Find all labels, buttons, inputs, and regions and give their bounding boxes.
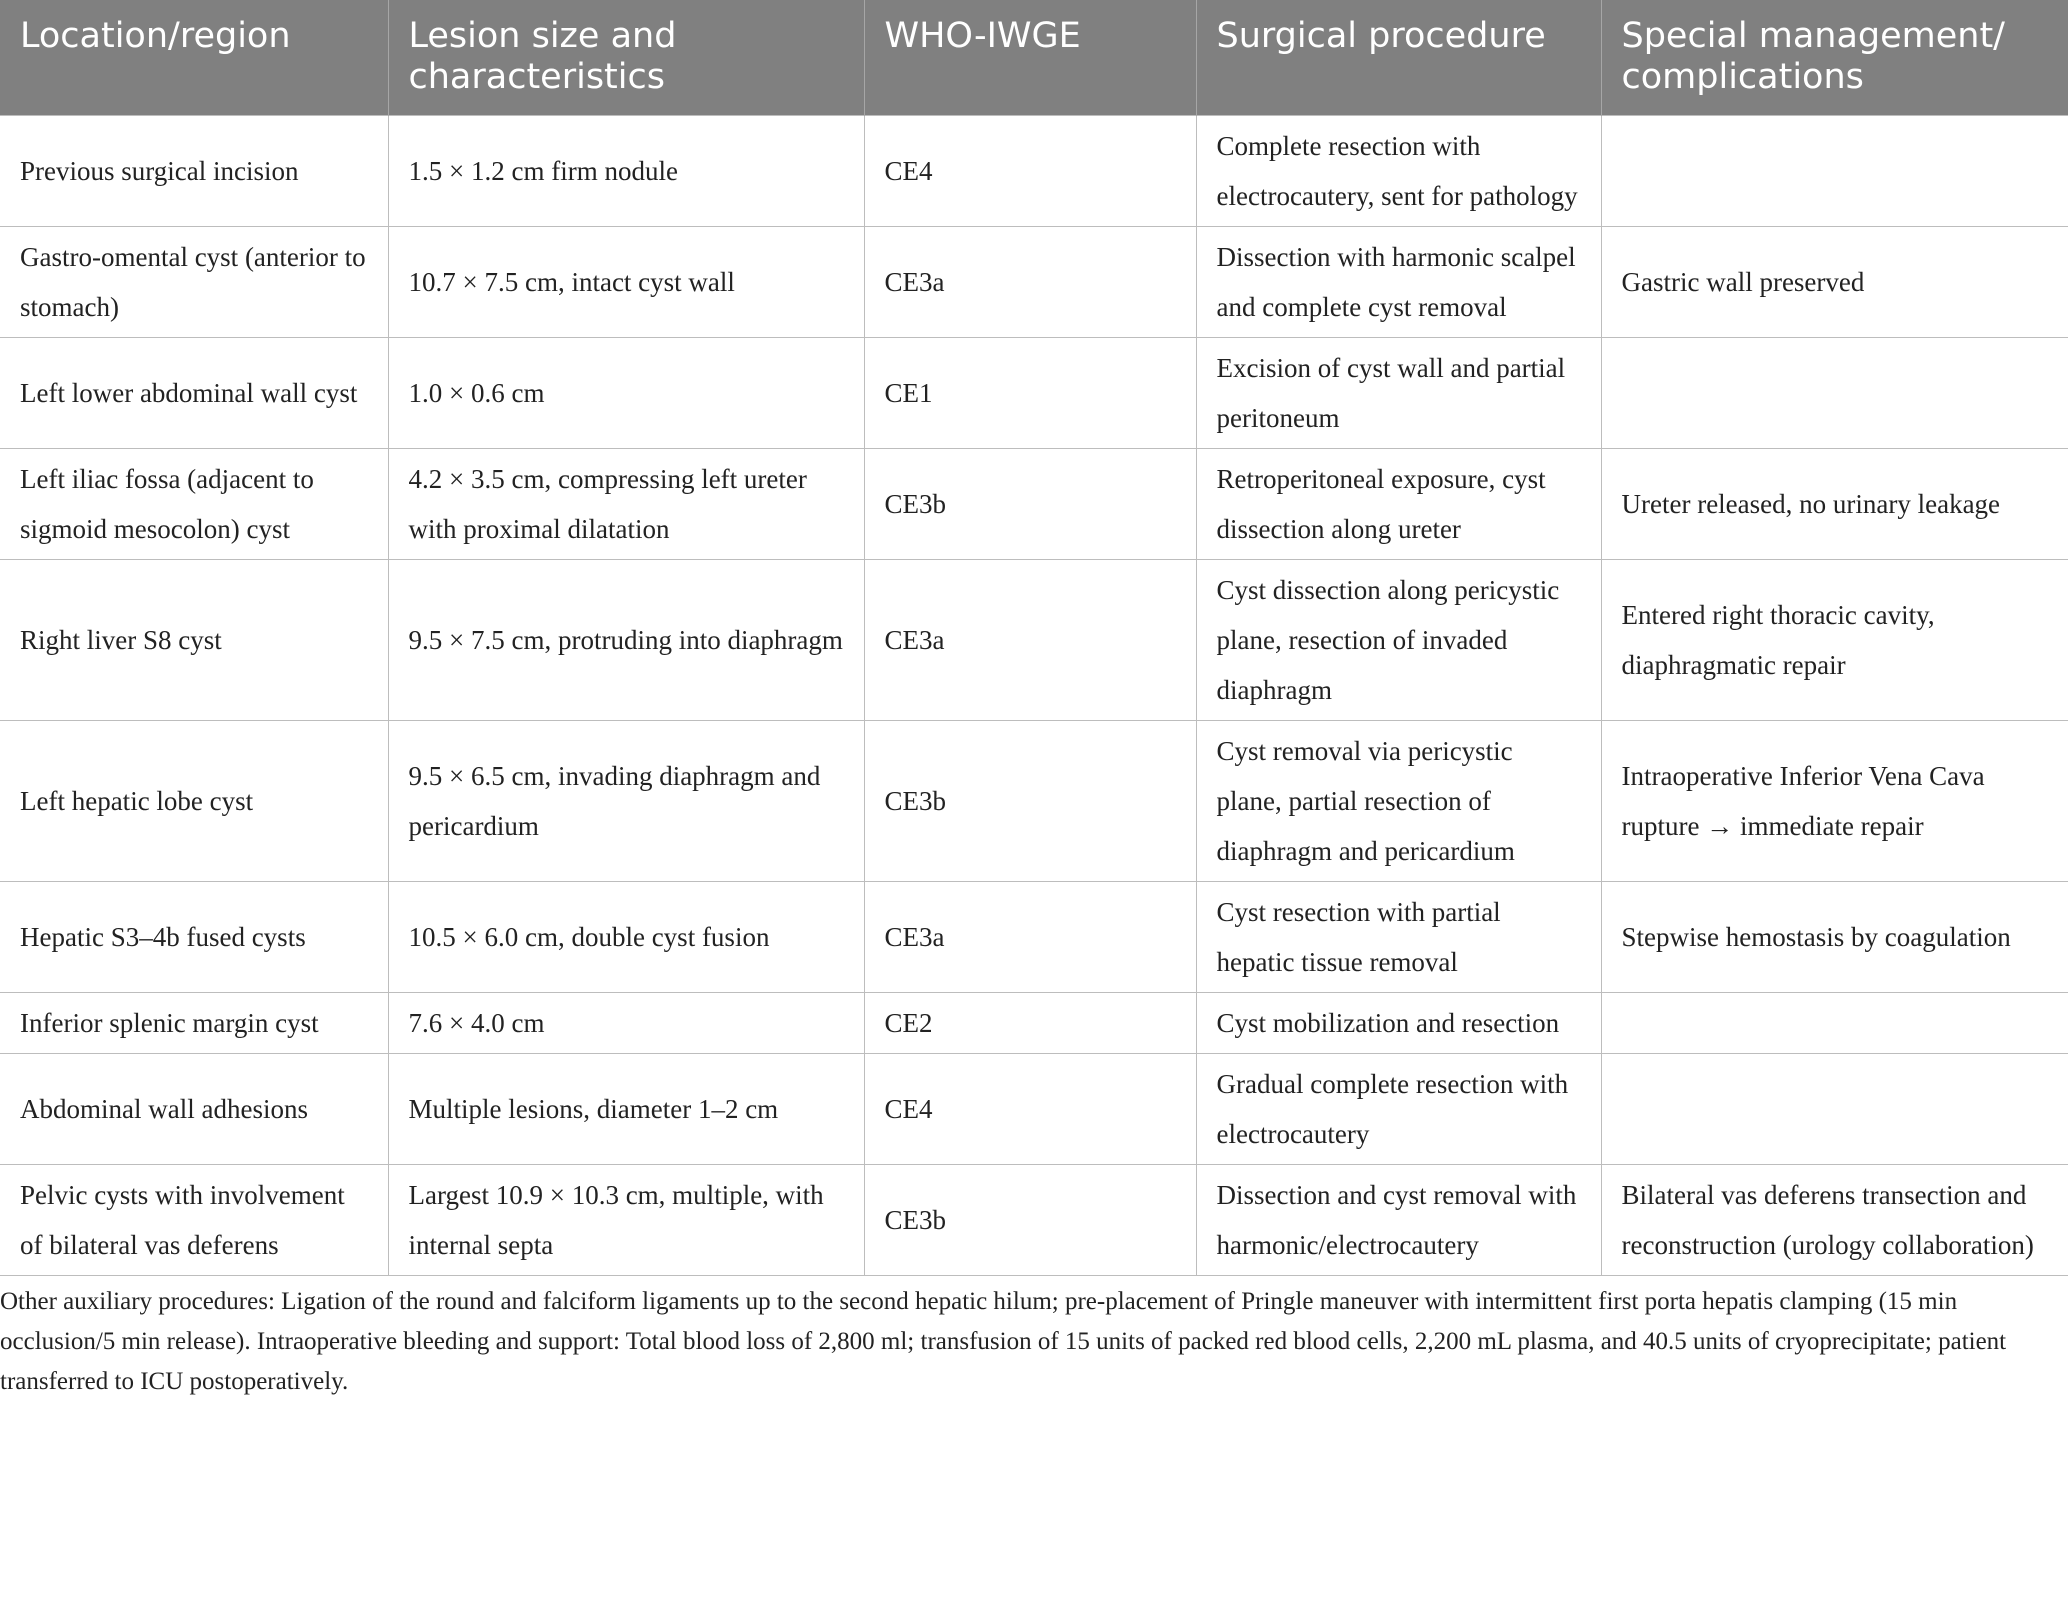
table-row: Left hepatic lobe cyst 9.5 × 6.5 cm, inva… xyxy=(0,720,2068,882)
table-cell: Complete resection with electrocautery, … xyxy=(1195,115,1602,227)
table-cell: Gastro-omental cyst (anterior to stomach… xyxy=(0,226,389,338)
table-cell: Right liver S8 cyst xyxy=(0,559,389,721)
table-cell: Inferior splenic margin cyst xyxy=(0,992,389,1054)
table-cell xyxy=(1600,115,2068,227)
column-header: WHO-IWGE xyxy=(864,0,1197,116)
table-cell: Bilateral vas deferens transection and r… xyxy=(1600,1164,2068,1276)
footnote: Other auxiliary procedures: Ligation of … xyxy=(0,1288,2007,1395)
table-cell: Dissection with harmonic scalpel and com… xyxy=(1195,226,1602,338)
table-cell: 1.5 × 1.2 cm firm nodule xyxy=(387,115,865,227)
table-cell: Dissection and cyst removal with harmoni… xyxy=(1195,1164,1602,1276)
table-cell: Excision of cyst wall and partial perito… xyxy=(1195,337,1602,449)
table-cell: CE3b xyxy=(863,720,1197,882)
table-cell: Cyst resection with partial hepatic tiss… xyxy=(1195,881,1602,993)
table-cell: Cyst removal via pericystic plane, parti… xyxy=(1195,720,1602,882)
table-cell: 7.6 × 4.0 cm xyxy=(387,992,865,1054)
column-header: Location/region xyxy=(0,0,389,116)
table-cell: Stepwise hemostasis by coagulation xyxy=(1600,881,2068,993)
table-cell: 9.5 × 6.5 cm, invading diaphragm and per… xyxy=(387,720,865,882)
table-cell: Retroperitoneal exposure, cyst dissectio… xyxy=(1195,448,1602,560)
table-cell: 1.0 × 0.6 cm xyxy=(387,337,865,449)
table-row: Inferior splenic margin cyst 7.6 × 4.0 cm… xyxy=(0,992,2068,1054)
table-cell: CE4 xyxy=(863,115,1197,227)
table-cell: CE3b xyxy=(863,1164,1197,1276)
column-header: Lesion size and characteristics xyxy=(388,0,865,116)
table-cell xyxy=(1600,337,2068,449)
table-cell: CE3b xyxy=(863,448,1197,560)
table-row: Pelvic cysts with involvement of bilater… xyxy=(0,1164,2068,1276)
table-row: Previous surgical incision 1.5 × 1.2 cm f… xyxy=(0,115,2068,227)
table-cell: Left lower abdominal wall cyst xyxy=(0,337,389,449)
table-cell: Left hepatic lobe cyst xyxy=(0,720,389,882)
column-header: Special management/ complications xyxy=(1601,0,2068,116)
table-cell: CE2 xyxy=(863,992,1197,1054)
table-row: Gastro-omental cyst (anterior to stomach… xyxy=(0,226,2068,338)
table-cell: Hepatic S3–4b fused cysts xyxy=(0,881,389,993)
table-cell: Gradual complete resection with electroc… xyxy=(1195,1053,1602,1165)
data-table: Location/region Lesion size and character… xyxy=(0,0,2068,1276)
table-cell: 10.7 × 7.5 cm, intact cyst wall xyxy=(387,226,865,338)
header-row: Location/region Lesion size and character… xyxy=(0,0,2068,116)
table-cell: CE3a xyxy=(863,559,1197,721)
table-cell: Intraoperative Inferior Vena Cava ruptur… xyxy=(1600,720,2068,882)
table-row: Left lower abdominal wall cyst 1.0 × 0.6 … xyxy=(0,337,2068,449)
table-cell: 10.5 × 6.0 cm, double cyst fusion xyxy=(387,881,865,993)
table-row: Hepatic S3–4b fused cysts 10.5 × 6.0 cm, … xyxy=(0,881,2068,993)
table-cell: CE3a xyxy=(863,881,1197,993)
table-cell: CE1 xyxy=(863,337,1197,449)
table-cell xyxy=(1600,992,2068,1054)
table-cell: Ureter released, no urinary leakage xyxy=(1600,448,2068,560)
table-cell: 9.5 × 7.5 cm, protruding into diaphragm xyxy=(387,559,865,721)
table-cell: Abdominal wall adhesions xyxy=(0,1053,389,1165)
table-cell: Entered right thoracic cavity, diaphragm… xyxy=(1600,559,2068,721)
table-row: Abdominal wall adhesions Multiple lesions… xyxy=(0,1053,2068,1165)
column-header: Surgical procedure xyxy=(1196,0,1602,116)
table-cell: 4.2 × 3.5 cm, compressing left ureter wi… xyxy=(387,448,865,560)
table-cell xyxy=(1600,1053,2068,1165)
table-row: Left iliac fossa (adjacent to sigmoid me… xyxy=(0,448,2068,560)
table-cell: Cyst dissection along pericystic plane, … xyxy=(1195,559,1602,721)
table-cell: Cyst mobilization and resection xyxy=(1195,992,1602,1054)
table-cell: Multiple lesions, diameter 1–2 cm xyxy=(387,1053,865,1165)
table-cell: CE3a xyxy=(863,226,1197,338)
table-cell: Largest 10.9 × 10.3 cm, multiple, with i… xyxy=(387,1164,865,1276)
table-row: Right liver S8 cyst 9.5 × 7.5 cm, protrud… xyxy=(0,559,2068,721)
table-cell: Gastric wall preserved xyxy=(1600,226,2068,338)
table-body: Previous surgical incision 1.5 × 1.2 cm f… xyxy=(0,115,2068,1276)
table-cell: CE4 xyxy=(863,1053,1197,1165)
table-cell: Left iliac fossa (adjacent to sigmoid me… xyxy=(0,448,389,560)
table-cell: Previous surgical incision xyxy=(0,115,389,227)
table-cell: Pelvic cysts with involvement of bilater… xyxy=(0,1164,389,1276)
